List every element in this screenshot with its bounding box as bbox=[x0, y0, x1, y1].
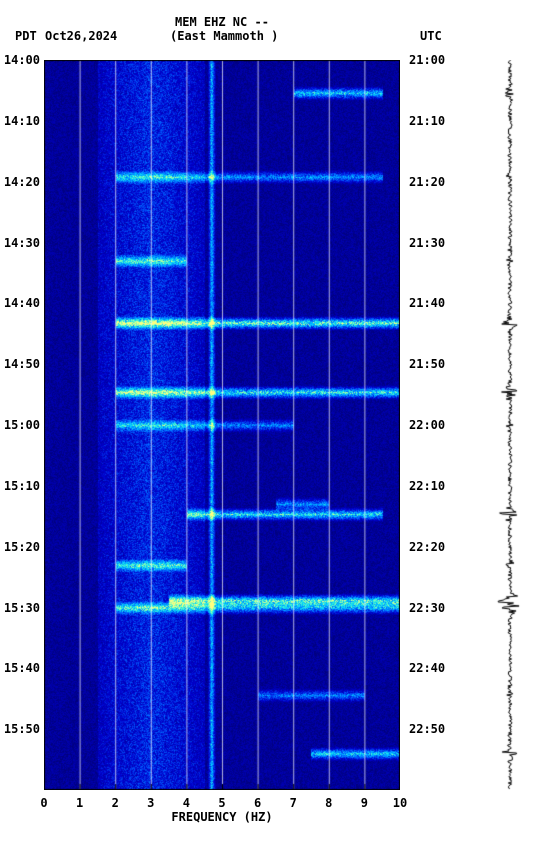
y-left-tick: 14:00 bbox=[4, 53, 40, 67]
y-right-tick: 22:50 bbox=[409, 722, 445, 736]
spectrogram-canvas bbox=[44, 60, 400, 790]
y-left-tick: 14:40 bbox=[4, 296, 40, 310]
x-tick: 6 bbox=[254, 796, 261, 810]
x-tick: 9 bbox=[361, 796, 368, 810]
y-left-tick: 14:20 bbox=[4, 175, 40, 189]
x-tick: 5 bbox=[218, 796, 225, 810]
y-right-tick: 21:20 bbox=[409, 175, 445, 189]
y-left-tick: 15:50 bbox=[4, 722, 40, 736]
y-right-tick: 21:00 bbox=[409, 53, 445, 67]
y-right-tick: 22:40 bbox=[409, 661, 445, 675]
y-right-tick: 22:00 bbox=[409, 418, 445, 432]
spectrogram-plot bbox=[44, 60, 400, 790]
y-right-tick: 21:30 bbox=[409, 236, 445, 250]
y-left-tick: 14:50 bbox=[4, 357, 40, 371]
timezone-left: PDT bbox=[15, 29, 37, 43]
x-tick: 1 bbox=[76, 796, 83, 810]
timezone-right: UTC bbox=[420, 29, 442, 43]
y-axis-left-ticks: 14:0014:1014:2014:3014:4014:5015:0015:10… bbox=[0, 60, 44, 790]
date-label: Oct26,2024 bbox=[45, 29, 117, 43]
x-tick: 10 bbox=[393, 796, 407, 810]
x-tick: 7 bbox=[290, 796, 297, 810]
y-right-tick: 22:10 bbox=[409, 479, 445, 493]
y-axis-right-ticks: 21:0021:1021:2021:3021:4021:5022:0022:10… bbox=[404, 60, 454, 790]
y-left-tick: 15:20 bbox=[4, 540, 40, 554]
station-code: MEM EHZ NC -- bbox=[175, 15, 269, 29]
y-right-tick: 21:50 bbox=[409, 357, 445, 371]
y-right-tick: 21:40 bbox=[409, 296, 445, 310]
y-left-tick: 15:30 bbox=[4, 601, 40, 615]
y-right-tick: 22:30 bbox=[409, 601, 445, 615]
x-tick: 4 bbox=[183, 796, 190, 810]
y-right-tick: 21:10 bbox=[409, 114, 445, 128]
y-left-tick: 15:40 bbox=[4, 661, 40, 675]
y-left-tick: 14:10 bbox=[4, 114, 40, 128]
y-left-tick: 15:00 bbox=[4, 418, 40, 432]
station-location: (East Mammoth ) bbox=[170, 29, 278, 43]
seismogram-panel bbox=[490, 60, 530, 790]
x-axis-label: FREQUENCY (HZ) bbox=[44, 810, 400, 824]
y-left-tick: 14:30 bbox=[4, 236, 40, 250]
x-tick: 0 bbox=[40, 796, 47, 810]
x-tick: 8 bbox=[325, 796, 332, 810]
x-tick: 2 bbox=[112, 796, 119, 810]
y-left-tick: 15:10 bbox=[4, 479, 40, 493]
x-tick: 3 bbox=[147, 796, 154, 810]
y-right-tick: 22:20 bbox=[409, 540, 445, 554]
seismogram-canvas bbox=[490, 60, 530, 790]
